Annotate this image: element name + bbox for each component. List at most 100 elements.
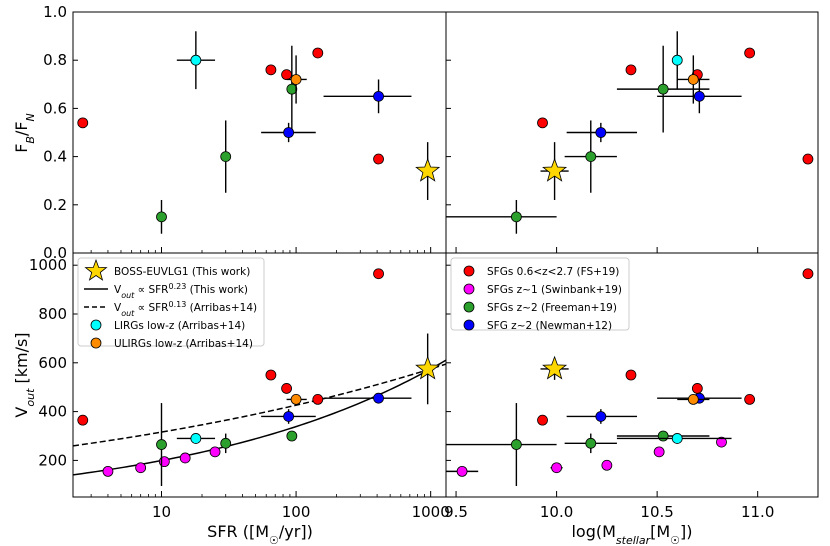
data-point-freeman: [510, 211, 522, 223]
legend-right: SFGs 0.6<z<2.7 (FS+19) SFGs z~1 (Swinbank…: [450, 257, 630, 332]
axes-frame: [445, 252, 819, 498]
legend-label: SFGs z~2 (Freeman+19): [487, 302, 617, 314]
data-point-swinbank: [102, 465, 114, 477]
data-point-freeman: [156, 439, 167, 450]
data-point-fs: [281, 69, 292, 81]
x-tick-label: 10.5: [640, 503, 673, 521]
data-point-swinbank: [179, 452, 191, 464]
fit-curve-fit_this_work: [73, 359, 446, 476]
panel-bottom-left: 200 400 600 800 1000 10 100 1000: [29, 252, 450, 521]
y-tick-label: 0.8: [43, 51, 67, 69]
y-tick-label: 1000: [29, 256, 67, 274]
data-point-newman: [693, 90, 705, 102]
data-point-freeman: [156, 211, 167, 223]
data-point-fs: [802, 268, 814, 280]
data-point-freeman: [585, 437, 597, 449]
legend-circle-marker: [463, 283, 475, 295]
data-point-swinbank: [456, 465, 468, 477]
data-point-freeman: [220, 437, 232, 449]
y-tick-label: 0.6: [43, 99, 67, 117]
data-point-newman: [595, 127, 607, 138]
legend-circle-marker: [463, 319, 475, 331]
data-point-fs: [312, 47, 324, 59]
data-point-fs: [373, 268, 384, 280]
legend-label: Vout ∝ SFR0.23 (This work): [114, 282, 248, 300]
x-tick-label: 10.0: [540, 503, 573, 521]
data-point-freeman: [657, 430, 669, 442]
data-point-ulirg: [290, 74, 302, 85]
data-point-fs: [265, 369, 277, 381]
legend-label: SFGs z~1 (Swinbank+19): [487, 284, 622, 296]
data-point-swinbank: [135, 462, 147, 474]
data-point-star: [542, 355, 568, 380]
data-point-fs: [265, 64, 277, 76]
legend-frame: [77, 257, 265, 347]
legend-left: BOSS-EUVLG1 (This work) Vout ∝ SFR0.23 (T…: [77, 257, 265, 350]
legend-label: LIRGs low-z (Arribas+14): [114, 320, 245, 332]
data-point-ulirg: [687, 393, 699, 405]
y-tick-label: 400: [38, 403, 67, 421]
data-point-lirg: [671, 54, 683, 66]
fit-curve-fit_arribas: [73, 363, 446, 447]
legend-label: Vout ∝ SFR0.13 (Arribas+14): [114, 300, 257, 318]
panel-top-right: [445, 11, 819, 254]
y-tick-label: 0.0: [43, 244, 67, 262]
data-point-ulirg: [687, 74, 699, 85]
y-tick-label: 0.4: [43, 148, 67, 166]
legend-frame: [450, 257, 630, 331]
legend-label: SFGs 0.6<z<2.7 (FS+19): [487, 266, 619, 278]
x-tick-label: 11.0: [741, 503, 774, 521]
data-point-fs: [744, 47, 756, 59]
y-axis-label-bottom: Vout [km/s]: [12, 332, 37, 417]
legend-circle-marker: [90, 319, 102, 331]
data-point-newman: [373, 392, 384, 404]
plot-area: [446, 268, 814, 487]
data-point-freeman: [286, 83, 298, 95]
x-tick-label: 10: [152, 503, 171, 521]
x-tick-label: 100: [282, 503, 311, 521]
data-point-freeman: [286, 430, 298, 442]
y-tick-label: 200: [38, 451, 67, 469]
data-point-swinbank: [209, 446, 221, 458]
y-tick-label: 800: [38, 305, 67, 323]
data-point-newman: [373, 90, 384, 102]
plot-area: [73, 268, 446, 487]
data-point-fs: [537, 117, 548, 129]
data-point-fs: [77, 117, 89, 129]
data-point-star: [542, 157, 568, 182]
data-point-lirg: [671, 433, 683, 444]
data-point-star: [415, 157, 441, 182]
plot-area: [446, 31, 814, 234]
x-tick-label: 9.5: [444, 503, 468, 521]
data-point-freeman: [657, 83, 669, 95]
data-point-newman: [283, 127, 295, 138]
plot-area: [77, 31, 441, 234]
data-point-lirg: [190, 54, 202, 66]
legend-circle-marker: [463, 301, 475, 313]
data-point-freeman: [585, 151, 597, 163]
legend-circle-marker: [90, 337, 102, 349]
data-point-fs: [691, 383, 703, 394]
data-point-fs: [281, 383, 292, 394]
legend-circle-marker: [463, 265, 475, 277]
legend-label: ULIRGs low-z (Arribas+14): [114, 338, 253, 350]
data-point-newman: [283, 411, 295, 422]
data-point-star: [415, 355, 441, 380]
data-point-swinbank: [716, 436, 727, 448]
data-point-lirg: [190, 433, 202, 444]
data-point-fs: [312, 393, 324, 405]
data-point-swinbank: [601, 459, 613, 471]
data-point-fs: [625, 369, 637, 381]
y-tick-label: 1.0: [43, 3, 67, 21]
data-point-fs: [744, 393, 756, 405]
data-point-fs: [625, 64, 637, 76]
data-point-swinbank: [653, 446, 665, 458]
x-axis-label-right: log(Mstellar[M☉]): [571, 522, 692, 546]
data-point-fs: [373, 153, 384, 165]
y-tick-label: 0.2: [43, 196, 67, 214]
panel-top-left: 0.0 0.2 0.4 0.6 0.8 1.0: [43, 3, 447, 262]
axes-frame: [72, 11, 447, 254]
data-point-freeman: [510, 439, 522, 450]
data-point-swinbank: [551, 462, 562, 474]
data-point-newman: [595, 411, 607, 422]
